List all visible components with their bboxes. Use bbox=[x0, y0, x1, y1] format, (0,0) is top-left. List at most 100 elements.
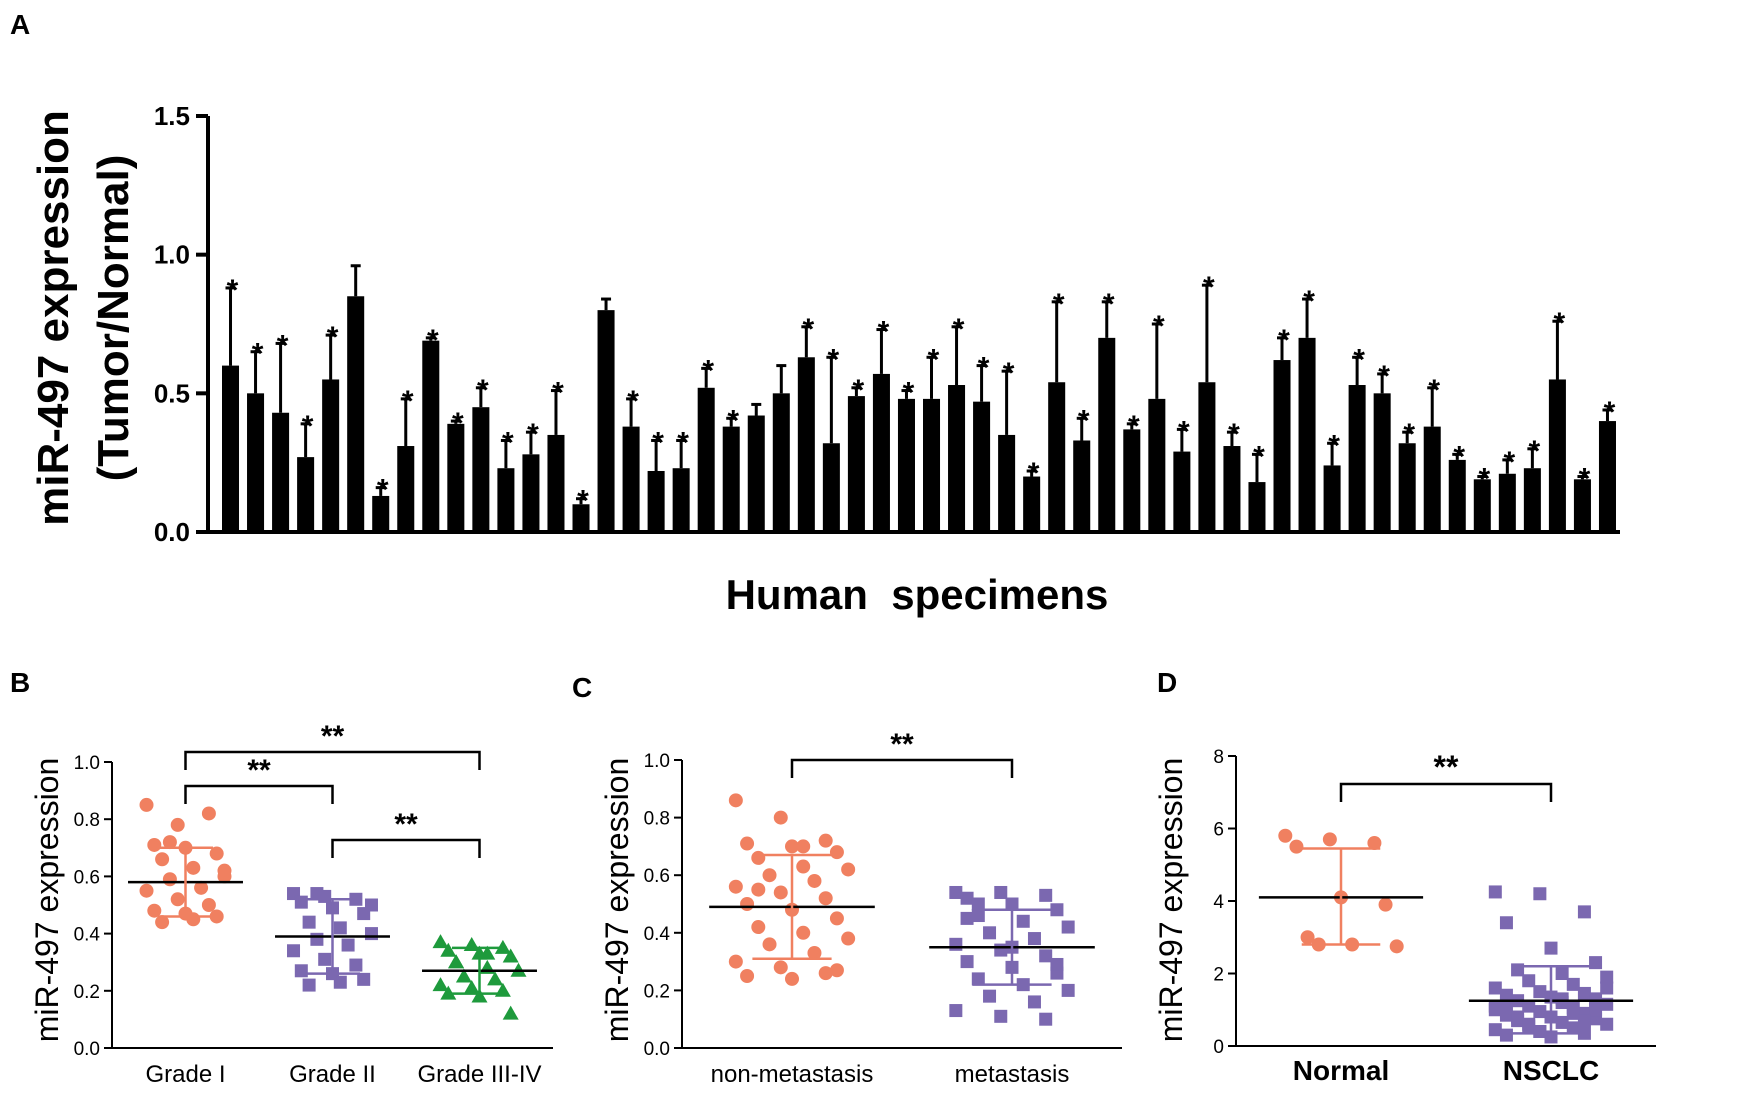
panel-c-point bbox=[983, 989, 997, 1003]
panel-c-point bbox=[785, 839, 799, 854]
panel-b-y-tick-label: 0.6 bbox=[74, 867, 100, 888]
panel-b-point bbox=[155, 852, 170, 867]
panel-d-point bbox=[1544, 941, 1558, 955]
panel-b-point bbox=[310, 932, 324, 946]
panel-a-significance-star: * bbox=[727, 404, 739, 437]
panel-d-y-tick-label: 2 bbox=[1213, 965, 1224, 986]
panel-d-point bbox=[1566, 1006, 1580, 1020]
panel-d-category-label: NSCLC bbox=[1503, 1055, 1599, 1086]
panel-a-significance-star: * bbox=[1228, 418, 1240, 451]
panel-b-point bbox=[364, 898, 378, 912]
panel-a-bar bbox=[572, 504, 590, 532]
panel-a-bar bbox=[372, 495, 390, 532]
panel-b-point bbox=[440, 985, 457, 1000]
panel-a-bar bbox=[1523, 468, 1541, 532]
panel-a-bar bbox=[722, 426, 740, 532]
panel-c-point bbox=[949, 937, 963, 951]
panel-c-y-tick-label: 0.8 bbox=[644, 809, 670, 830]
panel-label-c: C bbox=[572, 672, 592, 703]
panel-a-bar bbox=[872, 373, 890, 532]
panel-a-significance-star: * bbox=[1028, 457, 1040, 490]
panel-a-bar bbox=[772, 393, 790, 532]
panel-b-point bbox=[357, 972, 371, 986]
panel-a-y-tick-label: 0.0 bbox=[154, 517, 190, 547]
panel-d-point bbox=[1522, 1017, 1536, 1031]
panel-c-point bbox=[762, 937, 777, 952]
panel-c-point bbox=[740, 969, 755, 983]
panel-a-significance-star: * bbox=[1003, 357, 1015, 390]
panel-d-point bbox=[1499, 1008, 1513, 1022]
panel-d-point bbox=[1511, 1010, 1525, 1024]
panel-a-bar bbox=[522, 454, 540, 532]
panel-c-point bbox=[983, 926, 997, 940]
panel-d-point bbox=[1600, 981, 1614, 995]
panel-a-bar bbox=[247, 393, 265, 532]
panel-a-significance-star: * bbox=[252, 338, 264, 371]
panel-b-point bbox=[310, 887, 324, 901]
panel-b-point bbox=[341, 938, 355, 952]
panel-d-point bbox=[1555, 992, 1569, 1006]
panel-a-bar bbox=[622, 426, 640, 532]
panel-b-point bbox=[294, 895, 308, 909]
panel-a-bar bbox=[1448, 459, 1466, 532]
panel-c-significance-label: ** bbox=[890, 728, 914, 761]
panel-a-significance-star: * bbox=[327, 321, 339, 354]
panel-d-ylabel: miR-497 expression bbox=[1153, 758, 1189, 1043]
panel-a-significance-star: * bbox=[302, 410, 314, 443]
panel-a-bar bbox=[272, 412, 290, 532]
panel-b-category-label: Grade I bbox=[145, 1061, 225, 1088]
panel-c-point bbox=[1039, 1012, 1053, 1026]
panel-a-significance-star: * bbox=[1303, 285, 1315, 318]
panel-d-point bbox=[1589, 956, 1603, 970]
panel-label-d: D bbox=[1157, 667, 1177, 698]
panel-a-bar bbox=[973, 401, 991, 532]
panel-a-significance-star: * bbox=[227, 274, 239, 307]
panel-c-category-label: metastasis bbox=[955, 1061, 1070, 1088]
panel-d-point bbox=[1488, 885, 1502, 899]
panel-a-significance-star: * bbox=[878, 316, 890, 349]
panel-d-significance-bracket bbox=[1339, 782, 1553, 802]
panel-a-significance-star: * bbox=[1153, 310, 1165, 343]
panel-a-bar bbox=[422, 340, 440, 532]
panel-b-point bbox=[287, 944, 301, 958]
panel-a-bar bbox=[1223, 446, 1241, 532]
panel-c-point bbox=[1027, 995, 1041, 1009]
panel-c-point bbox=[785, 971, 799, 986]
panel-a-bar bbox=[647, 470, 665, 532]
panel-a-bar bbox=[1023, 476, 1041, 532]
panel-a-y-tick-label: 1.5 bbox=[154, 101, 190, 131]
panel-b-category-label: Grade III-IV bbox=[417, 1061, 541, 1088]
panel-b-point bbox=[364, 927, 378, 941]
panel-c-point bbox=[971, 972, 985, 986]
panel-c-point bbox=[1050, 957, 1064, 971]
panel-a-significance-star: * bbox=[1579, 463, 1591, 496]
panel-c-point bbox=[773, 885, 788, 900]
panel-b-significance-bracket bbox=[184, 784, 334, 804]
panel-b-point bbox=[502, 948, 519, 963]
panel-c-point bbox=[960, 955, 974, 969]
panel-c-point bbox=[829, 963, 844, 978]
panel-d-point bbox=[1566, 977, 1580, 991]
panel-a-bar bbox=[472, 407, 490, 532]
panel-a-significance-star: * bbox=[677, 426, 689, 459]
panel-d-point bbox=[1533, 985, 1547, 999]
panel-b-point bbox=[194, 880, 209, 895]
panel-a-bar bbox=[1323, 465, 1341, 532]
panel-c-point bbox=[773, 960, 788, 975]
panel-d-point bbox=[1577, 905, 1591, 919]
panel-b-point bbox=[487, 971, 504, 986]
panel-b-point bbox=[463, 979, 480, 994]
panel-a-bar bbox=[1198, 382, 1216, 532]
panel-a-significance-star: * bbox=[978, 352, 990, 385]
panel-d-point bbox=[1488, 1023, 1502, 1037]
panel-b-point bbox=[186, 860, 201, 875]
panel-b-point bbox=[432, 934, 449, 949]
panel-b-point bbox=[155, 915, 170, 930]
panel-a-significance-star: * bbox=[953, 313, 965, 346]
panel-b-significance-label: ** bbox=[394, 808, 418, 841]
panel-c-point bbox=[949, 885, 963, 899]
panel-b-scatter: miR-497 expression 0.0 0.2 0.4 0.6 0.8 1.0 Gra… bbox=[29, 720, 553, 1088]
panel-a-significance-star: * bbox=[903, 377, 915, 410]
panel-a-bar bbox=[1548, 379, 1566, 532]
panel-c-point bbox=[807, 873, 822, 888]
